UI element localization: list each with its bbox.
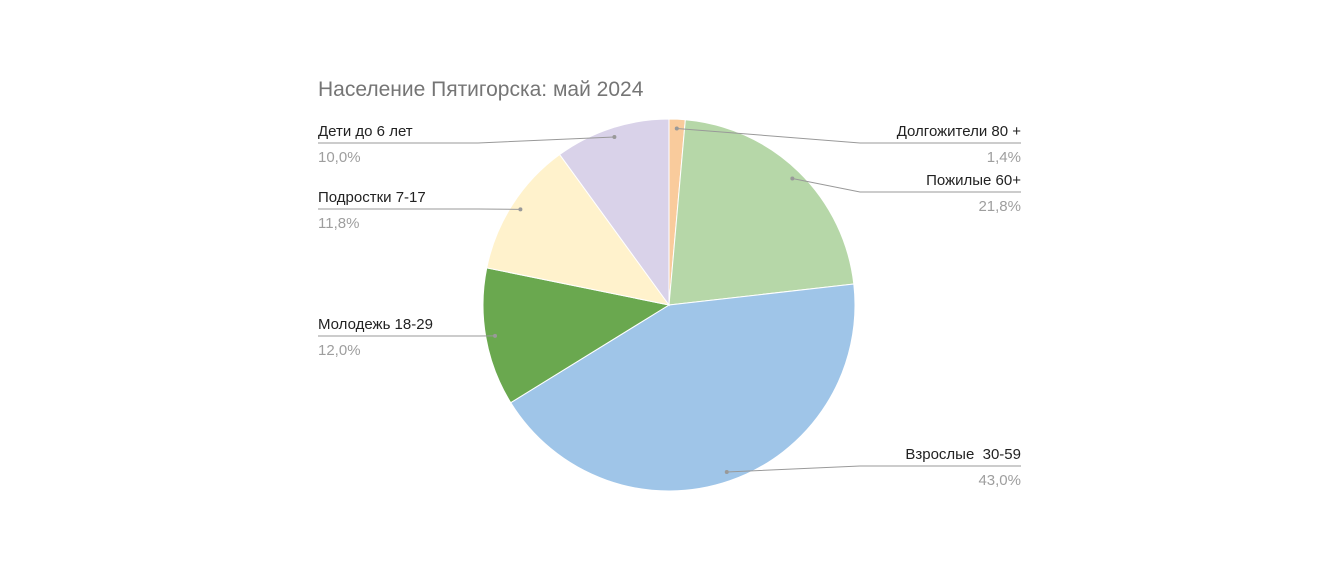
slice-value-label: 10,0% <box>318 149 361 166</box>
slice-label: Пожилые 60+ <box>926 172 1021 189</box>
leader-dot <box>675 126 679 130</box>
slice-label: Взрослые 30-59 <box>905 446 1021 463</box>
slice-value-label: 11,8% <box>318 215 359 232</box>
leader-dot <box>518 207 522 211</box>
pie-slice <box>669 120 854 305</box>
leader-dot <box>612 135 616 139</box>
leader-dot <box>725 470 729 474</box>
slice-label: Дети до 6 лет <box>318 123 413 140</box>
slice-label: Подростки 7-17 <box>318 189 426 206</box>
chart-title: Население Пятигорска: май 2024 <box>318 78 644 101</box>
slice-label: Молодежь 18-29 <box>318 316 433 333</box>
slice-value-label: 12,0% <box>318 342 361 359</box>
leader-dot <box>493 334 497 338</box>
slice-value-label: 1,4% <box>987 149 1021 166</box>
leader-dot <box>790 176 794 180</box>
leader-line <box>727 466 1021 472</box>
slice-label: Долгожители 80 + <box>897 123 1022 140</box>
slice-value-label: 21,8% <box>978 198 1021 215</box>
slice-value-label: 43,0% <box>978 472 1021 489</box>
